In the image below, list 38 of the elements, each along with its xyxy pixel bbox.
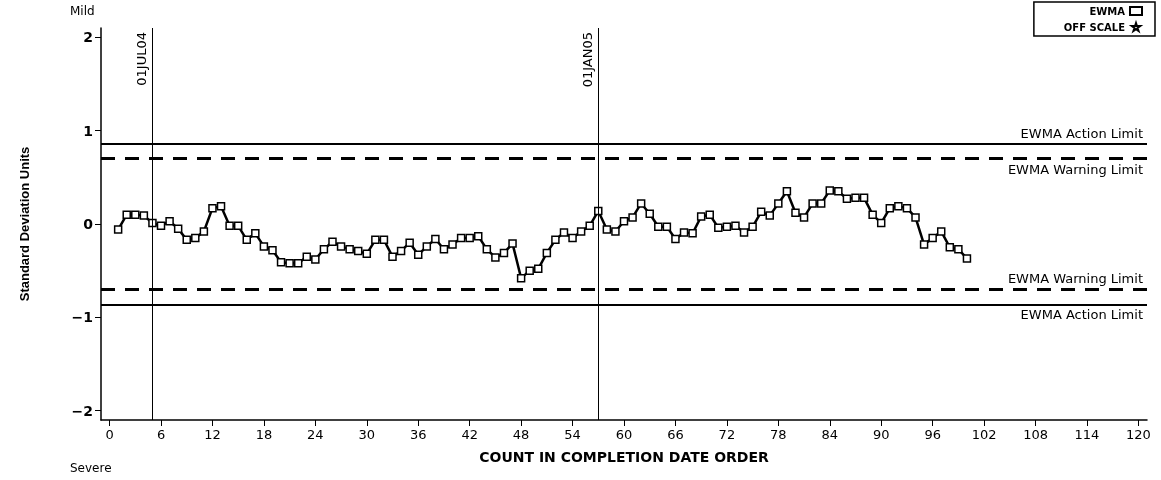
x-tick-label: 84 bbox=[821, 427, 839, 442]
text: Severe bbox=[70, 461, 112, 475]
legend-label: EWMA bbox=[1089, 5, 1126, 17]
x-tick-label: 42 bbox=[461, 427, 478, 442]
x-tick-label: 0 bbox=[105, 427, 114, 442]
x-tick-label: 102 bbox=[971, 427, 997, 442]
x-tick-label: 6 bbox=[156, 427, 166, 442]
y-tick-label: 1 bbox=[83, 122, 93, 139]
x-tick-label: 30 bbox=[358, 427, 376, 442]
ref-line-label: 01JUL04 bbox=[134, 32, 150, 86]
x-tick-label: 108 bbox=[1023, 427, 1048, 442]
x-tick-label: 72 bbox=[718, 427, 736, 442]
x-axis-title: COUNT IN COMPLETION DATE ORDER bbox=[479, 449, 770, 465]
y-tick-label: 2 bbox=[83, 29, 93, 46]
legend-label: OFF SCALE bbox=[1063, 21, 1126, 33]
x-tick-label: 60 bbox=[615, 427, 633, 442]
ref-line-label: EWMA Warning Limit bbox=[1007, 271, 1143, 287]
x-tick-label: 90 bbox=[872, 427, 890, 442]
x-tick-label: 120 bbox=[1126, 427, 1151, 442]
x-tick-label: 78 bbox=[770, 427, 787, 442]
x-tick-label: 24 bbox=[307, 427, 324, 442]
ref-line-label: 01JAN05 bbox=[580, 32, 596, 88]
ref-line-label: EWMA Action Limit bbox=[1020, 125, 1143, 141]
ref-line-label: EWMA Action Limit bbox=[1020, 307, 1143, 323]
x-tick-label: 66 bbox=[667, 427, 684, 442]
x-tick-label: 96 bbox=[924, 427, 941, 442]
y-tick-label: −2 bbox=[71, 402, 93, 419]
ref-line-label: EWMA Warning Limit bbox=[1007, 161, 1143, 177]
y-axis-title: Standard Deviation Units bbox=[17, 146, 32, 302]
y-tick-label: 0 bbox=[83, 216, 94, 232]
x-tick-label: 54 bbox=[564, 427, 581, 442]
x-tick-label: 18 bbox=[255, 427, 273, 442]
x-tick-label: 36 bbox=[409, 427, 427, 442]
text: Mild bbox=[70, 4, 95, 18]
x-tick-label: 114 bbox=[1074, 427, 1100, 442]
x-tick-label: 12 bbox=[204, 427, 221, 442]
y-tick-label: −1 bbox=[71, 309, 93, 326]
x-tick-label: 48 bbox=[512, 427, 530, 442]
